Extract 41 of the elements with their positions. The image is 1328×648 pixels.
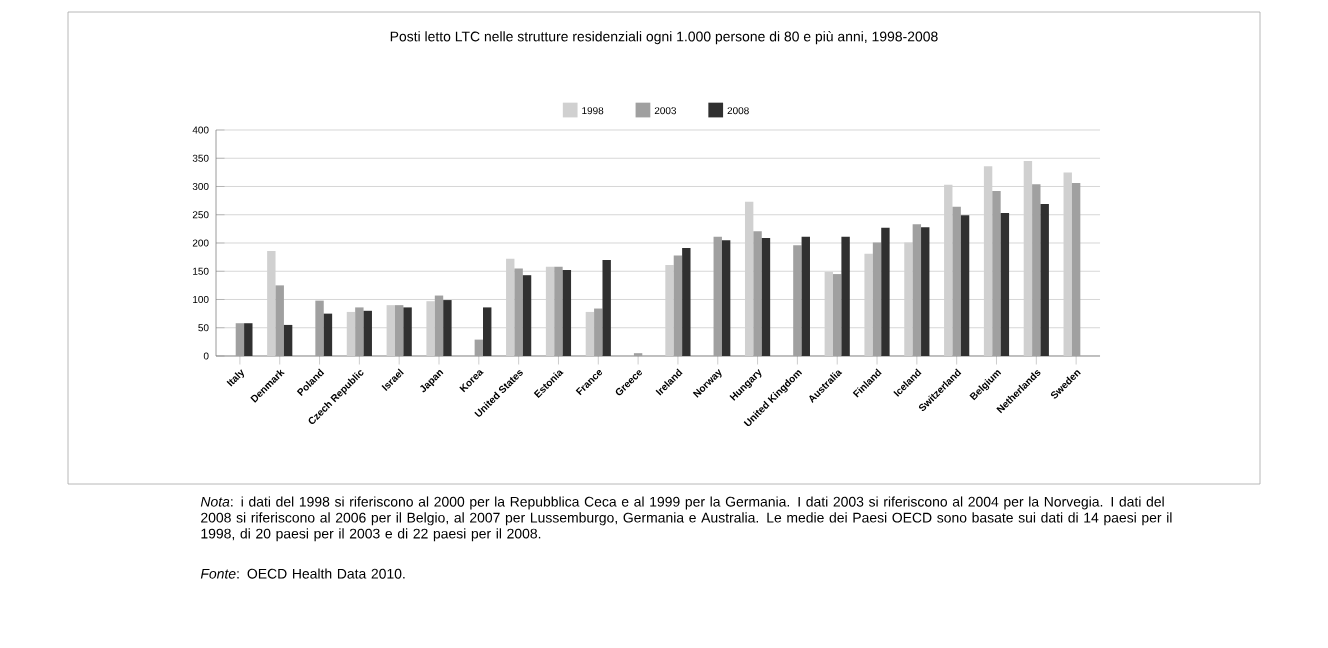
bar: [394, 305, 404, 356]
bar: [562, 270, 572, 356]
bar: [594, 308, 603, 356]
bar: [244, 323, 253, 356]
bar: [363, 310, 372, 356]
bar: [483, 307, 492, 356]
bar: [514, 268, 523, 356]
bar: [355, 307, 364, 356]
bar: [721, 240, 731, 356]
bar: [283, 324, 293, 356]
bar: [921, 227, 930, 356]
bar: [682, 248, 691, 356]
bar: [960, 215, 970, 356]
bar: [434, 295, 444, 356]
bar: [1032, 184, 1041, 356]
bar: [554, 266, 563, 356]
bar: [753, 231, 762, 356]
bar: [793, 245, 802, 356]
bar: [1000, 213, 1010, 356]
bar: [872, 242, 882, 356]
bar: [801, 236, 810, 356]
bar: [403, 307, 412, 356]
bar: [275, 285, 284, 356]
bar: [881, 227, 890, 356]
bar: [522, 275, 532, 356]
bar: [1040, 204, 1049, 356]
bar: [474, 339, 484, 356]
bar: [912, 224, 922, 356]
bar: [602, 259, 611, 356]
bar: [1071, 183, 1081, 356]
bar: [315, 300, 324, 356]
bar: [833, 274, 842, 356]
bar: [992, 191, 1001, 356]
bar: [713, 236, 722, 356]
bar: [235, 323, 245, 356]
bar: [841, 236, 850, 356]
bar: [443, 300, 452, 356]
bar: [761, 237, 771, 356]
bar: [323, 313, 333, 356]
bar: [952, 206, 961, 356]
bar: [673, 255, 683, 356]
